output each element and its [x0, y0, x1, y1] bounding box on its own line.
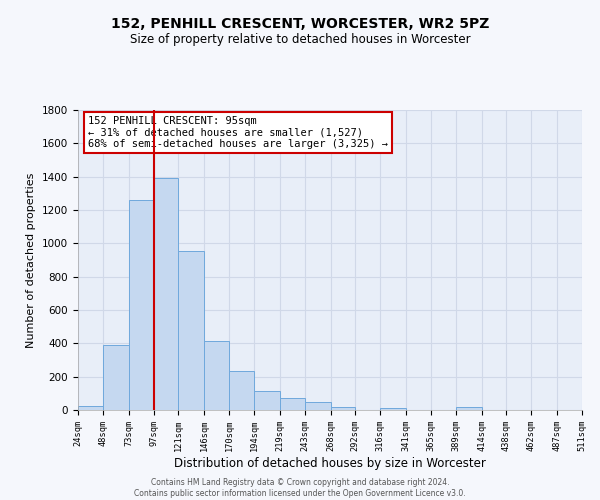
Bar	[103, 345, 129, 410]
Bar	[280, 398, 305, 410]
Text: Size of property relative to detached houses in Worcester: Size of property relative to detached ho…	[130, 32, 470, 46]
Text: 152, PENHILL CRESCENT, WORCESTER, WR2 5PZ: 152, PENHILL CRESCENT, WORCESTER, WR2 5P…	[111, 18, 489, 32]
Bar	[178, 251, 204, 410]
Bar	[305, 402, 331, 410]
X-axis label: Distribution of detached houses by size in Worcester: Distribution of detached houses by size …	[174, 457, 486, 470]
Y-axis label: Number of detached properties: Number of detached properties	[26, 172, 37, 348]
Bar	[204, 341, 229, 410]
Text: Contains HM Land Registry data © Crown copyright and database right 2024.
Contai: Contains HM Land Registry data © Crown c…	[134, 478, 466, 498]
Bar	[331, 406, 355, 410]
Bar	[229, 371, 254, 410]
Text: 152 PENHILL CRESCENT: 95sqm
← 31% of detached houses are smaller (1,527)
68% of : 152 PENHILL CRESCENT: 95sqm ← 31% of det…	[88, 116, 388, 149]
Bar	[380, 408, 406, 410]
Bar	[456, 407, 482, 410]
Bar	[154, 178, 178, 410]
Bar	[78, 406, 103, 410]
Bar	[254, 391, 280, 410]
Bar	[129, 200, 154, 410]
